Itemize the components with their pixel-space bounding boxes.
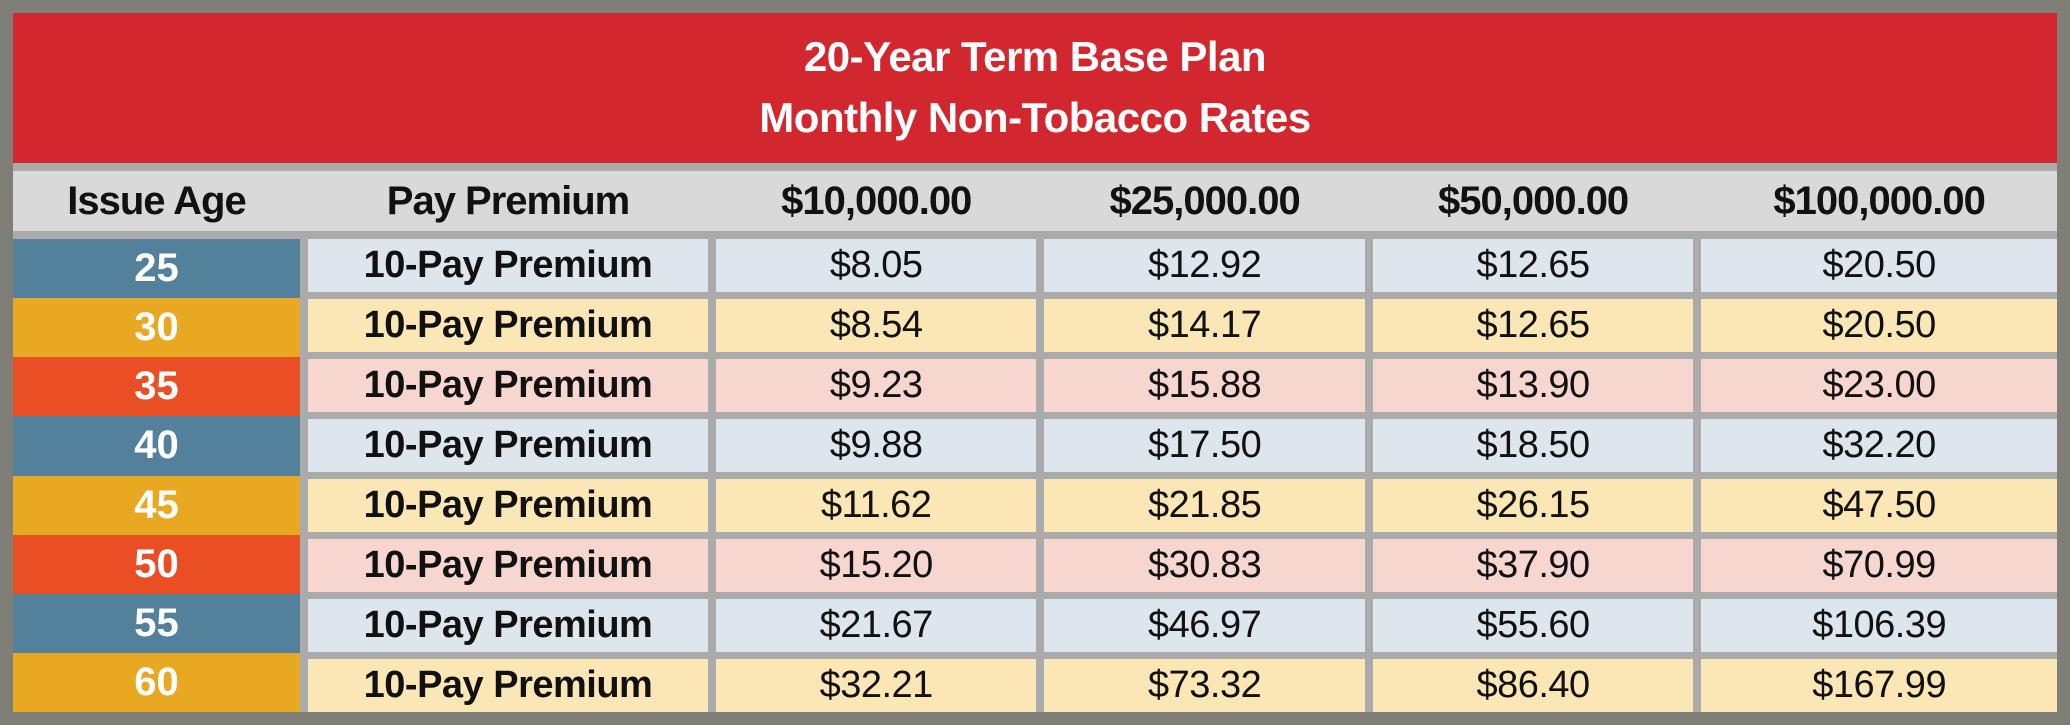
plan-cell: 10-Pay Premium xyxy=(308,419,708,472)
rate-cell: $15.88 xyxy=(1044,359,1365,412)
plan-cell: 10-Pay Premium xyxy=(308,539,708,592)
rate-table: 20-Year Term Base Plan Monthly Non-Tobac… xyxy=(13,13,2057,712)
plan-cell: 10-Pay Premium xyxy=(308,599,708,652)
rate-cell: $70.99 xyxy=(1701,539,2057,592)
age-cell-60: 60 xyxy=(13,652,300,712)
plan-cell: 10-Pay Premium xyxy=(308,479,708,532)
rate-cell: $73.32 xyxy=(1044,659,1365,712)
rate-cell: $26.15 xyxy=(1372,479,1694,532)
rate-cell: $17.50 xyxy=(1044,419,1365,472)
col-header-pay-premium: Pay Premium xyxy=(386,178,630,223)
rates-grid: 10-Pay Premium $8.05 $12.92 $12.65 $20.5… xyxy=(308,239,2057,712)
age-cell-40: 40 xyxy=(13,416,300,476)
age-cell-45: 45 xyxy=(13,475,300,535)
rate-cell: $14.17 xyxy=(1044,299,1365,352)
rate-cell: $23.00 xyxy=(1701,359,2057,412)
plan-cell: 10-Pay Premium xyxy=(308,299,708,352)
rate-cell: $12.65 xyxy=(1372,239,1694,292)
rate-cell: $46.97 xyxy=(1044,599,1365,652)
plan-cell: 10-Pay Premium xyxy=(308,659,708,712)
age-cell-35: 35 xyxy=(13,357,300,417)
rate-cell: $11.62 xyxy=(716,479,1037,532)
rate-cell: $86.40 xyxy=(1372,659,1694,712)
rate-cell: $12.65 xyxy=(1372,299,1694,352)
rate-cell: $106.39 xyxy=(1701,599,2057,652)
rate-cell: $32.21 xyxy=(716,659,1037,712)
rate-cell: $55.60 xyxy=(1372,599,1694,652)
rate-cell: $13.90 xyxy=(1372,359,1694,412)
rate-cell: $18.50 xyxy=(1372,419,1694,472)
rate-cell: $12.92 xyxy=(1044,239,1365,292)
rate-cell: $37.90 xyxy=(1372,539,1694,592)
rate-cell: $32.20 xyxy=(1701,419,2057,472)
table-body: 25 30 35 40 45 50 55 60 10-Pay Premium $… xyxy=(13,239,2057,712)
rate-cell: $20.50 xyxy=(1701,299,2057,352)
rate-cell: $8.54 xyxy=(716,299,1037,352)
issue-age-column: 25 30 35 40 45 50 55 60 xyxy=(13,239,300,712)
rate-cell: $47.50 xyxy=(1701,479,2057,532)
col-header-10000: $10,000.00 xyxy=(781,178,972,223)
col-header-25000: $25,000.00 xyxy=(1109,178,1301,223)
rate-cell: $9.88 xyxy=(716,419,1037,472)
age-cell-50: 50 xyxy=(13,534,300,594)
age-cell-25: 25 xyxy=(13,239,300,299)
rate-cell: $8.05 xyxy=(716,239,1037,292)
col-header-50000: $50,000.00 xyxy=(1437,178,1629,223)
rate-cell: $21.67 xyxy=(716,599,1037,652)
title-line-2: Monthly Non-Tobacco Rates xyxy=(759,94,1311,141)
table-title-banner: 20-Year Term Base Plan Monthly Non-Tobac… xyxy=(13,13,2057,163)
rate-cell: $20.50 xyxy=(1701,239,2057,292)
col-header-issue-age: Issue Age xyxy=(67,178,246,223)
rate-cell: $15.20 xyxy=(716,539,1037,592)
title-line-1: 20-Year Term Base Plan xyxy=(803,33,1267,81)
plan-cell: 10-Pay Premium xyxy=(308,239,708,292)
rate-cell: $21.85 xyxy=(1044,479,1365,532)
col-header-100000: $100,000.00 xyxy=(1773,178,1985,223)
column-header-row: Issue Age Pay Premium $10,000.00 $25,000… xyxy=(13,171,2057,231)
rate-cell: $9.23 xyxy=(716,359,1037,412)
plan-cell: 10-Pay Premium xyxy=(308,359,708,412)
rate-cell: $30.83 xyxy=(1044,539,1365,592)
age-cell-30: 30 xyxy=(13,298,300,358)
age-cell-55: 55 xyxy=(13,593,300,653)
rate-cell: $167.99 xyxy=(1701,659,2057,712)
